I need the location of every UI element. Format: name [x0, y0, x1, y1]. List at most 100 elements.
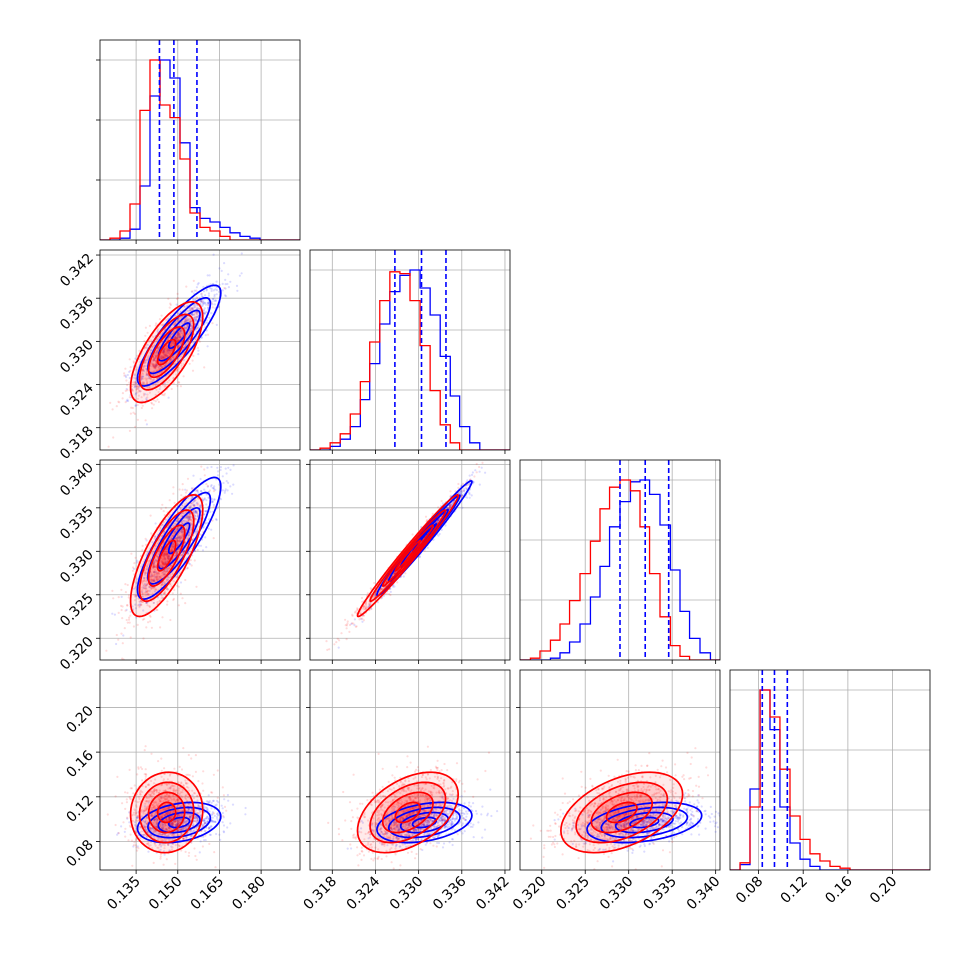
scatter-point-red [160, 583, 163, 586]
scatter-point-red [457, 486, 460, 489]
scatter-point-red [179, 508, 182, 512]
scatter-point-red [168, 348, 171, 352]
scatter-point-red [161, 324, 164, 327]
scatter-point-blue [185, 327, 188, 330]
scatter-point-red [159, 599, 162, 602]
scatter-point-red [133, 562, 136, 565]
histogram-step-red [520, 479, 720, 660]
scatter-point-red [156, 578, 159, 582]
scatter-point-blue [172, 524, 176, 527]
scatter-point-red [145, 567, 148, 570]
scatter-point-red [177, 344, 180, 347]
scatter-point-blue [163, 573, 166, 576]
scatter-point-red [159, 626, 162, 629]
scatter-point-red [165, 553, 168, 556]
scatter-point-blue [200, 490, 203, 493]
scatter-point-red [140, 374, 143, 377]
scatter-point-blue [181, 531, 184, 534]
scatter-point-blue [143, 370, 146, 373]
scatter-point-red [168, 499, 171, 502]
scatter-point-red [166, 588, 169, 591]
grid-lines [100, 460, 300, 660]
scatter-point-red [141, 404, 144, 407]
scatter-point-blue [165, 347, 168, 350]
scatter-point-blue [191, 307, 194, 310]
scatter-point-red [163, 385, 166, 388]
scatter-point-blue [146, 373, 149, 376]
scatter-point-red [173, 323, 176, 326]
scatter-point-blue [196, 307, 199, 310]
scatter-point-blue [182, 333, 185, 336]
scatter-point-red [164, 351, 168, 354]
scatter-point-red [162, 554, 165, 557]
scatter-point-blue [219, 456, 221, 458]
scatter-point-red [133, 593, 136, 596]
scatter-point-red [151, 407, 154, 410]
scatter-point-red [163, 563, 166, 566]
scatter-point-blue [115, 642, 118, 646]
scatter-point-red [189, 320, 192, 323]
scatter-point-red [151, 379, 154, 382]
scatter-point-red [186, 566, 189, 570]
scatter-point-red [151, 345, 154, 348]
scatter-point-red [163, 573, 166, 576]
scatter-point-red [148, 605, 151, 609]
scatter-point-blue [181, 523, 184, 526]
scatter-point-blue [186, 516, 190, 519]
y-tick-label: 0.340 [57, 460, 97, 500]
scatter-point-red [167, 352, 170, 355]
scatter-point-red [197, 502, 200, 506]
scatter-point-blue [202, 517, 205, 520]
scatter-point-red [160, 597, 163, 600]
scatter-point-blue [188, 506, 191, 509]
scatter-point-blue [170, 358, 173, 361]
scatter-point-blue [446, 507, 449, 510]
scatter-point-blue [183, 512, 186, 515]
scatter-point-blue [460, 491, 463, 494]
scatter-point-red [134, 425, 137, 428]
scatter-point-red [137, 597, 140, 600]
scatter-point-blue [211, 487, 214, 490]
scatter-point-red [163, 590, 166, 593]
scatter-point-red [161, 331, 165, 334]
scatter-point-red [161, 351, 164, 354]
scatter-point-red [173, 330, 176, 333]
scatter-point-red [189, 320, 192, 323]
scatter-point-blue [200, 295, 203, 298]
scatter-point-red [163, 592, 166, 595]
density-fill-red [130, 301, 203, 403]
scatter-point-blue [144, 358, 147, 361]
scatter-point-red [169, 576, 172, 579]
scatter-point-blue [189, 515, 192, 519]
scatter-point-red [185, 319, 188, 322]
scatter-point-blue [160, 356, 164, 359]
scatter-point-red [206, 484, 210, 488]
scatter-point-blue [207, 303, 210, 306]
scatter-point-blue [193, 298, 196, 301]
scatter-point-blue [165, 352, 168, 355]
scatter-point-red [147, 593, 150, 597]
scatter-point-blue [164, 570, 167, 573]
scatter-point-blue [210, 289, 213, 293]
scatter-point-red [169, 582, 172, 586]
scatter-point-red [157, 572, 160, 575]
scatter-point-red [145, 591, 148, 594]
scatter-point-blue [194, 511, 197, 514]
scatter-point-red [177, 336, 181, 339]
scatter-point-blue [150, 348, 153, 351]
scatter-point-red [169, 514, 172, 517]
scatter-point-blue [459, 489, 462, 493]
scatter-point-blue [211, 500, 214, 503]
scatter-point-red [133, 381, 136, 384]
scatter-point-blue [175, 536, 178, 540]
scatter-point-blue [155, 349, 159, 352]
scatter-point-red [145, 568, 149, 571]
scatter-point-blue [466, 479, 469, 482]
scatter-point-blue [180, 530, 183, 533]
scatter-point-red [143, 617, 146, 621]
scatter-point-blue [472, 481, 475, 484]
scatter-point-blue [175, 303, 178, 306]
scatter-point-blue [162, 349, 165, 352]
scatter-point-blue [191, 495, 194, 498]
scatter-point-red [158, 575, 161, 579]
